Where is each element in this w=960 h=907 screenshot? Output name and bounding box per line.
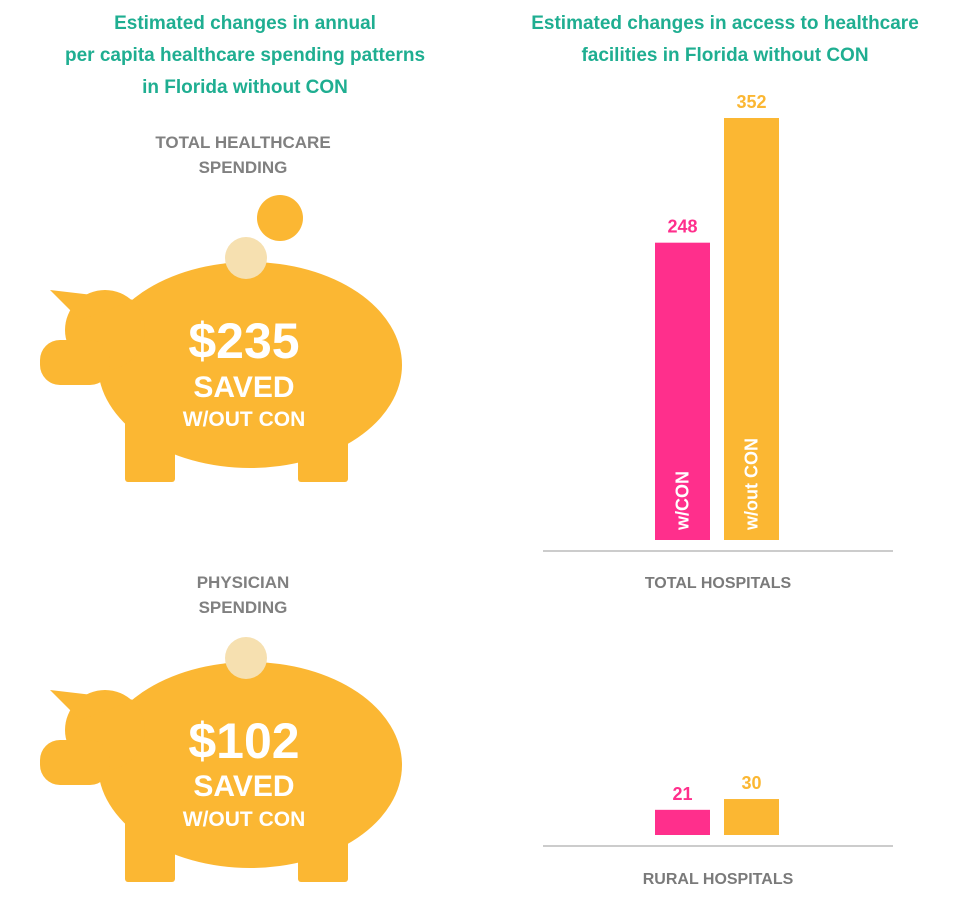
rural-hospitals-value-label-without-con: 30 [741,773,761,793]
piggy-bank-icon: $235 SAVED W/OUT CON [40,195,402,482]
physician-spending-label-line-2: SPENDING [198,598,288,617]
falling-coin-icon [257,195,303,241]
piggy-bank-body [40,662,402,882]
physician-saved-condition: W/OUT CON [183,808,305,831]
left-title-line-2: per capita healthcare spending patterns [64,45,426,66]
total-saved-amount: $235 [188,313,299,369]
total-hospitals-value-label-without-con: 352 [736,92,766,112]
total-hospitals-chart: 248 w/CON 352 w/out CON TOTAL HOSPITALS [543,92,893,592]
rural-hospitals-value-label-with-con: 21 [672,784,692,804]
left-chart-title: Estimated changes in annual per capita h… [20,8,470,104]
left-title-line-1: Estimated changes in annual [114,13,376,34]
physician-spending-label: PHYSICIAN SPENDING [93,570,393,620]
total-hospitals-bar-with-con [655,242,710,540]
total-saved-condition: W/OUT CON [183,408,305,431]
rural-hospitals-bar-with-con [655,809,710,835]
piggy-bank-icon: $102 SAVED W/OUT CON [40,637,402,882]
total-saved-label: SAVED [193,371,294,404]
right-chart-title: Estimated changes in access to healthcar… [500,8,950,72]
physician-saved-label: SAVED [193,770,294,803]
rural-hospitals-chart: 21 30 RURAL HOSPITALS [543,773,893,888]
total-spending-label-line-1: TOTAL HEALTHCARE [155,133,331,152]
total-spending-label-line-2: SPENDING [198,158,288,177]
coin-in-slot-icon [225,637,267,679]
rural-hospitals-bar-without-con [724,799,779,835]
physician-saved-amount: $102 [188,713,299,769]
total-hospitals-axis-label: TOTAL HOSPITALS [645,575,792,592]
coin-in-slot-icon [225,237,267,279]
piggy-bank-body [40,262,402,482]
right-title-line-2: facilities in Florida without CON [581,45,869,66]
right-title-line-1: Estimated changes in access to healthcar… [531,13,919,34]
total-hospitals-bar-without-con [724,118,779,540]
total-hospitals-bar-label-with-con: w/CON [673,471,693,531]
left-title-line-3: in Florida without CON [142,77,348,98]
physician-spending-label-line-1: PHYSICIAN [196,573,290,592]
total-healthcare-spending-label: TOTAL HEALTHCARE SPENDING [93,130,393,180]
rural-hospitals-axis-label: RURAL HOSPITALS [643,871,794,888]
total-hospitals-value-label-with-con: 248 [667,217,697,237]
total-hospitals-bar-label-without-con: w/out CON [742,438,762,531]
